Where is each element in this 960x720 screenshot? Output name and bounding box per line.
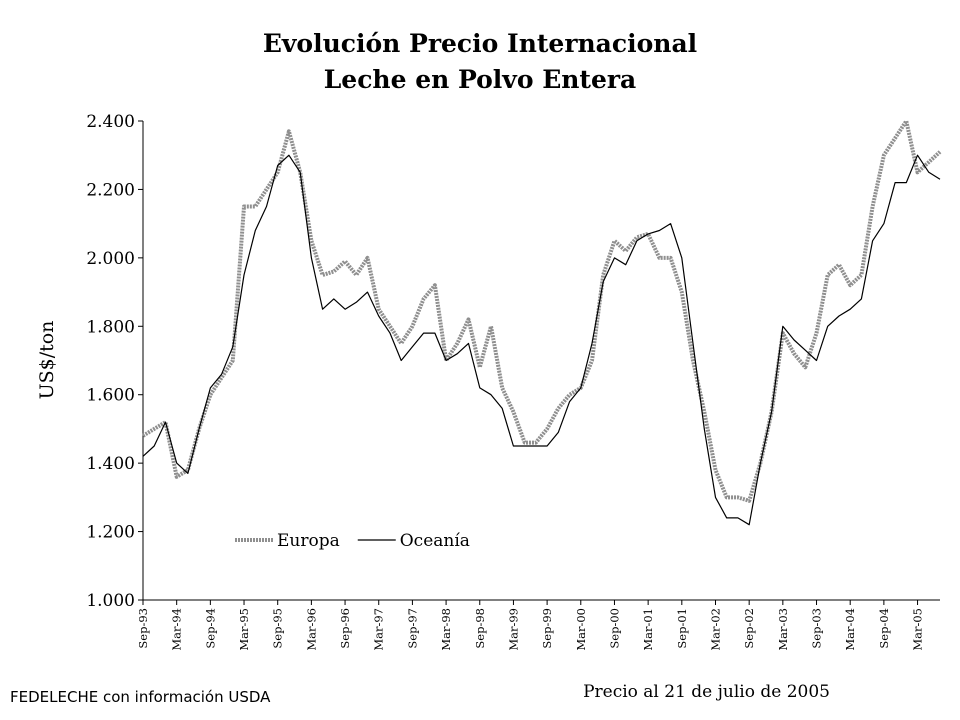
x-tick-label: Sep-99 [540, 608, 554, 649]
x-tick-label: Mar-96 [304, 608, 318, 651]
x-tick-label: Mar-05 [911, 608, 925, 651]
x-tick-label: Sep-03 [810, 608, 824, 649]
chart-subtitle: Leche en Polvo Entera [324, 65, 637, 94]
x-tick-label: Mar-03 [776, 608, 790, 651]
chart-title: Evolución Precio Internacional [263, 29, 697, 58]
x-tick-label: Sep-97 [405, 608, 419, 649]
x-tick-label: Mar-04 [843, 608, 857, 651]
x-tick-label: Mar-94 [170, 608, 184, 651]
line-series [142, 154, 941, 526]
y-tick-label: 1.800 [86, 317, 135, 337]
y-tick-label: 1.400 [86, 454, 135, 474]
y-axis-label: US$/ton [36, 321, 58, 400]
x-tick-label: Mar-01 [641, 608, 655, 651]
footnote: Precio al 21 de julio de 2005 [583, 682, 830, 702]
x-tick-label: Mar-98 [439, 608, 453, 651]
x-tick-label: Mar-95 [237, 608, 251, 651]
x-tick-label: Sep-02 [742, 608, 756, 649]
y-tick-label: 1.200 [86, 523, 135, 543]
y-tick-label: 2.000 [86, 249, 135, 269]
x-tick-label: Sep-00 [607, 608, 621, 649]
legend-label: Oceanía [400, 531, 470, 551]
x-tick-label: Sep-93 [136, 608, 150, 649]
y-tick-label: 1.000 [86, 591, 135, 611]
x-tick-label: Mar-97 [372, 608, 386, 651]
x-tick-label: Sep-94 [203, 608, 217, 649]
y-tick-label: 2.200 [86, 180, 135, 200]
y-tick-label: 1.600 [86, 386, 135, 406]
x-tick-label: Sep-96 [338, 608, 352, 649]
x-tick-label: Sep-04 [877, 608, 891, 649]
line-series [141, 119, 942, 503]
x-tick-label: Mar-00 [574, 608, 588, 651]
x-tick-label: Sep-01 [675, 608, 689, 649]
x-tick-label: Mar-02 [708, 608, 722, 651]
footnote: FEDELECHE con información USDA [10, 688, 271, 706]
y-tick-label: 2.400 [86, 112, 135, 132]
legend-label: Europa [277, 531, 340, 551]
x-tick-label: Sep-95 [271, 608, 285, 649]
x-tick-label: Mar-99 [506, 608, 520, 651]
x-tick-label: Sep-98 [473, 608, 487, 649]
